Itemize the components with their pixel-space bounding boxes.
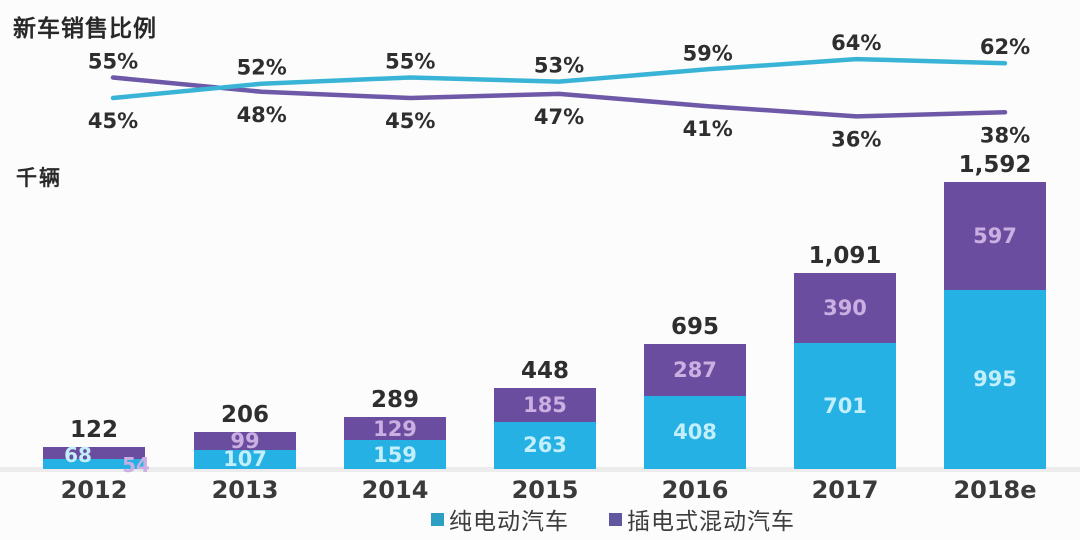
bar-total-label: 122 <box>69 417 118 444</box>
segment-value-label: 159 <box>373 442 417 467</box>
x-axis-label: 2014 <box>361 476 429 504</box>
phev-share-line <box>110 75 1008 119</box>
segment-value-label: 597 <box>973 224 1017 249</box>
line-point-label-top: 59% <box>683 41 733 65</box>
phev-segment <box>794 272 896 343</box>
pure-ev-segment <box>794 342 896 469</box>
bar-2013: 99 107 <box>194 428 296 472</box>
bar-chart-unit-label: 千辆 <box>16 166 62 190</box>
phev-segment <box>344 417 446 441</box>
pure-ev-segment <box>344 440 446 469</box>
bar-total-label: 695 <box>670 313 719 340</box>
segment-value-label: 701 <box>823 393 867 418</box>
legend-item-phev: 插电式混动汽车 <box>609 504 795 535</box>
segment-value-label: 390 <box>823 295 867 320</box>
x-axis-label: 2017 <box>811 476 879 504</box>
bar-total-label: 206 <box>220 401 269 428</box>
bar-total-label: 1,091 <box>808 242 882 269</box>
phev-segment <box>944 182 1046 290</box>
x-axis-label: 2018e <box>953 476 1037 504</box>
line-chart-title: 新车销售比例 <box>13 16 157 42</box>
legend-label-phev: 插电式混动汽车 <box>627 509 795 535</box>
line-point-label-top: 55% <box>385 50 435 74</box>
bar-total-label: 448 <box>520 358 569 385</box>
phev-segment <box>494 388 596 422</box>
x-axis-label: 2012 <box>60 476 128 504</box>
line-point-label-bottom: 48% <box>237 103 287 127</box>
legend-label-pure-ev: 纯电动汽车 <box>449 509 569 535</box>
pure-ev-share-line <box>110 56 1008 101</box>
pure-ev-segment <box>43 459 145 469</box>
x-axis-label: 2015 <box>511 476 579 504</box>
segment-value-label: 54 <box>122 453 150 478</box>
line-point-label-bottom: 45% <box>88 109 138 133</box>
bar-2015: 185 263 <box>494 388 596 469</box>
x-axis-line <box>0 467 1080 472</box>
bar-2018e: 597 995 <box>944 182 1046 469</box>
segment-value-label: 408 <box>673 420 717 445</box>
pure-ev-swatch <box>431 512 444 526</box>
legend: 纯电动汽车 插电式混动汽车 <box>0 504 1080 535</box>
bar-2017: 390 701 <box>794 272 896 469</box>
pure-ev-segment <box>494 421 596 469</box>
bar-total-label: 1,592 <box>958 152 1032 179</box>
line-point-label-bottom: 45% <box>385 109 435 133</box>
segment-value-label: 99 <box>230 428 260 453</box>
line-point-label-bottom: 36% <box>831 127 881 151</box>
bar-total-label: 289 <box>370 387 419 414</box>
line-point-label-bottom: 47% <box>534 105 584 129</box>
line-point-label-bottom: 38% <box>980 123 1030 147</box>
legend-item-pure-ev: 纯电动汽车 <box>431 504 569 535</box>
line-point-label-top: 53% <box>534 54 584 78</box>
segment-value-label: 263 <box>523 433 567 458</box>
x-axis-label: 2013 <box>211 476 279 504</box>
bar-2012: 68 54 <box>43 443 150 477</box>
line-point-label-top: 62% <box>980 35 1030 59</box>
pure-ev-segment <box>944 289 1046 469</box>
line-point-label-bottom: 41% <box>683 117 733 141</box>
segment-value-label: 129 <box>373 416 417 441</box>
pure-ev-segment <box>194 449 296 469</box>
phev-segment <box>194 431 296 450</box>
segment-value-label: 287 <box>673 357 717 382</box>
phev-swatch <box>609 512 622 526</box>
x-axis-label: 2016 <box>661 476 729 504</box>
segment-value-label: 995 <box>973 367 1017 392</box>
line-chart: 55% 45% 52% 48% 55% 45% 53% 47% 59% 41% 64% 36% 62% 3… <box>88 31 1030 151</box>
bar-2016: 287 408 <box>644 343 746 469</box>
segment-value-label: 68 <box>64 443 92 468</box>
phev-segment <box>43 447 145 460</box>
segment-value-label: 185 <box>523 392 567 417</box>
line-point-label-top: 64% <box>831 31 881 55</box>
segment-value-label: 107 <box>223 447 267 472</box>
phev-segment <box>644 343 746 396</box>
bar-2014: 129 159 <box>344 417 446 469</box>
line-point-label-top: 52% <box>237 56 287 80</box>
line-point-label-top: 55% <box>88 50 138 74</box>
pure-ev-segment <box>644 395 746 469</box>
